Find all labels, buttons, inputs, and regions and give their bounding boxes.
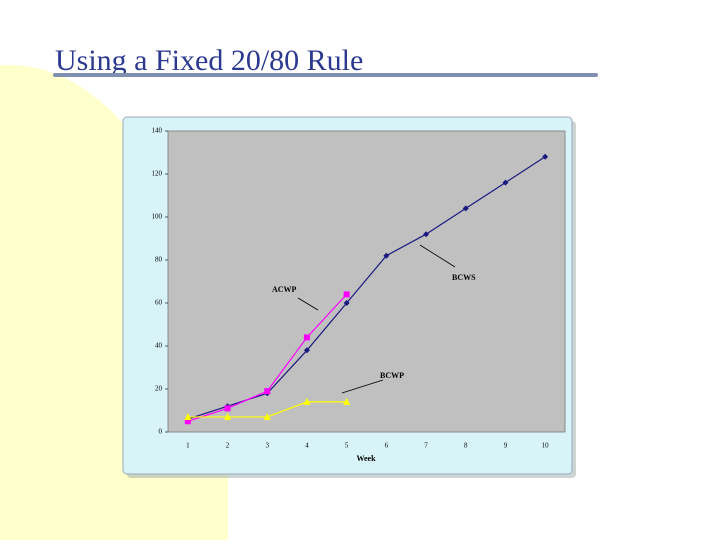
y-tick-label: 40 [155, 342, 163, 350]
marker [264, 388, 271, 395]
y-tick-label: 80 [155, 256, 163, 264]
marker [343, 291, 350, 298]
x-tick-label: 6 [385, 442, 389, 450]
marker [502, 179, 509, 186]
x-tick-label: 10 [542, 442, 550, 450]
series-annotation: ACWP [272, 285, 297, 294]
marker [343, 397, 351, 405]
y-tick-label: 100 [152, 213, 163, 221]
x-tick-label: 7 [424, 442, 428, 450]
marker [224, 412, 232, 420]
marker [303, 347, 310, 354]
marker [383, 252, 390, 259]
y-tick-label: 0 [159, 428, 163, 436]
marker [303, 397, 311, 405]
x-tick-label: 2 [226, 442, 230, 450]
marker [224, 405, 231, 412]
y-tick-label: 20 [155, 385, 163, 393]
marker [343, 300, 350, 306]
annotation-arrows [297, 244, 456, 394]
y-tick-label: 140 [152, 127, 163, 135]
arrow [341, 379, 384, 394]
marker [263, 412, 271, 420]
x-tick-label: 1 [186, 442, 190, 450]
series-annotation: BCWS [452, 273, 476, 282]
x-tick-label: 5 [345, 442, 349, 450]
marker [184, 418, 191, 425]
x-axis-label: Week [356, 454, 376, 463]
marker [542, 153, 549, 160]
x-tick-label: 8 [464, 442, 468, 450]
series-annotation: BCWP [380, 371, 404, 380]
marker [303, 334, 310, 341]
plot-area [167, 130, 566, 433]
x-tick-label: 3 [266, 442, 270, 450]
x-tick-label: 9 [504, 442, 508, 450]
marker [184, 412, 192, 420]
arrow [419, 244, 456, 268]
marker [462, 205, 469, 212]
marker [423, 231, 430, 238]
x-tick-label: 4 [305, 442, 309, 450]
arrow [297, 297, 319, 311]
y-tick-label: 60 [155, 299, 163, 307]
y-tick-label: 120 [152, 170, 163, 178]
slide-title: Using a Fixed 20/80 Rule [55, 44, 363, 77]
